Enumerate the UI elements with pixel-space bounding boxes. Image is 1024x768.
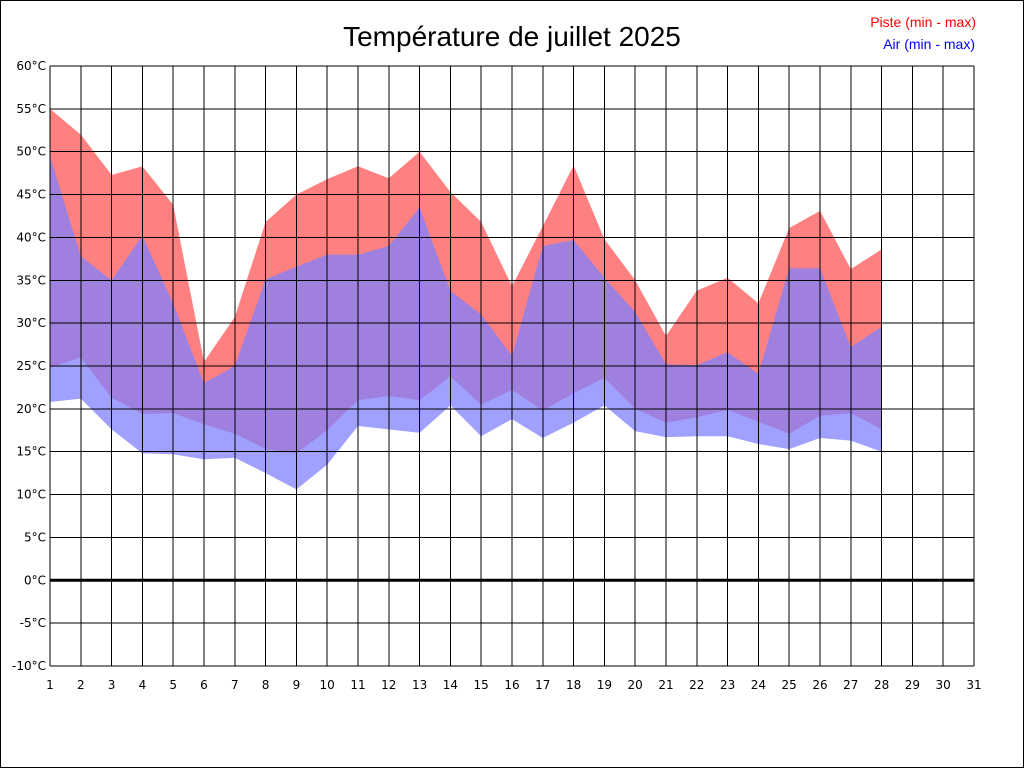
y-axis: -10°C -5°C 0°C 5°C 10°C 15°C 20°C 25°C 30°C 35°C 4… [12,59,46,673]
x-tick-label: 16 [504,678,519,692]
x-tick-label: 11 [350,678,365,692]
x-tick-label: 26 [812,678,827,692]
x-tick-label: 9 [293,678,301,692]
x-tick-label: 1 [46,678,54,692]
x-tick-label: 18 [566,678,581,692]
x-tick-label: 17 [535,678,550,692]
x-tick-label: 30 [936,678,951,692]
x-tick-label: 20 [628,678,643,692]
y-tick-label: 55°C [16,102,46,116]
y-tick-label: 5°C [24,530,46,544]
x-tick-label: 19 [597,678,612,692]
x-tick-label: 25 [782,678,797,692]
legend-piste: Piste (min - max) [870,14,976,30]
x-tick-label: 24 [751,678,766,692]
legend-air: Air (min - max) [883,36,975,52]
x-tick-label: 13 [412,678,427,692]
x-tick-label: 23 [720,678,735,692]
x-tick-label: 8 [262,678,270,692]
y-tick-label: 60°C [16,59,46,73]
chart-title: Température de juillet 2025 [343,21,681,52]
x-tick-label: 6 [200,678,208,692]
x-tick-label: 27 [843,678,858,692]
area-layer [50,108,882,490]
y-tick-label: 40°C [16,230,46,244]
x-tick-label: 14 [443,678,458,692]
x-tick-label: 29 [905,678,920,692]
y-tick-label: 10°C [16,488,46,502]
x-tick-label: 12 [381,678,396,692]
x-tick-label: 7 [231,678,239,692]
grid-layer [49,65,975,667]
y-tick-label: 30°C [16,316,46,330]
y-tick-label: 15°C [16,445,46,459]
x-tick-label: 22 [689,678,704,692]
x-tick-label: 5 [169,678,177,692]
y-tick-label: 50°C [16,145,46,159]
y-tick-label: 45°C [16,188,46,202]
x-tick-label: 3 [108,678,116,692]
y-tick-label: 35°C [16,273,46,287]
y-tick-label: 20°C [16,402,46,416]
y-tick-label: 0°C [24,573,46,587]
x-tick-label: 10 [320,678,335,692]
x-tick-label: 31 [966,678,981,692]
x-tick-label: 15 [474,678,489,692]
y-tick-label: 25°C [16,359,46,373]
x-tick-label: 2 [77,678,85,692]
y-tick-label: -10°C [12,659,46,673]
y-tick-label: -5°C [20,616,46,630]
x-axis: 1 2 3 4 5 6 7 8 9 10 11 12 13 14 15 16 17 18 19 20 21 22 23 24 2… [46,678,981,692]
x-tick-label: 21 [658,678,673,692]
x-tick-label: 4 [139,678,147,692]
x-tick-label: 28 [874,678,889,692]
